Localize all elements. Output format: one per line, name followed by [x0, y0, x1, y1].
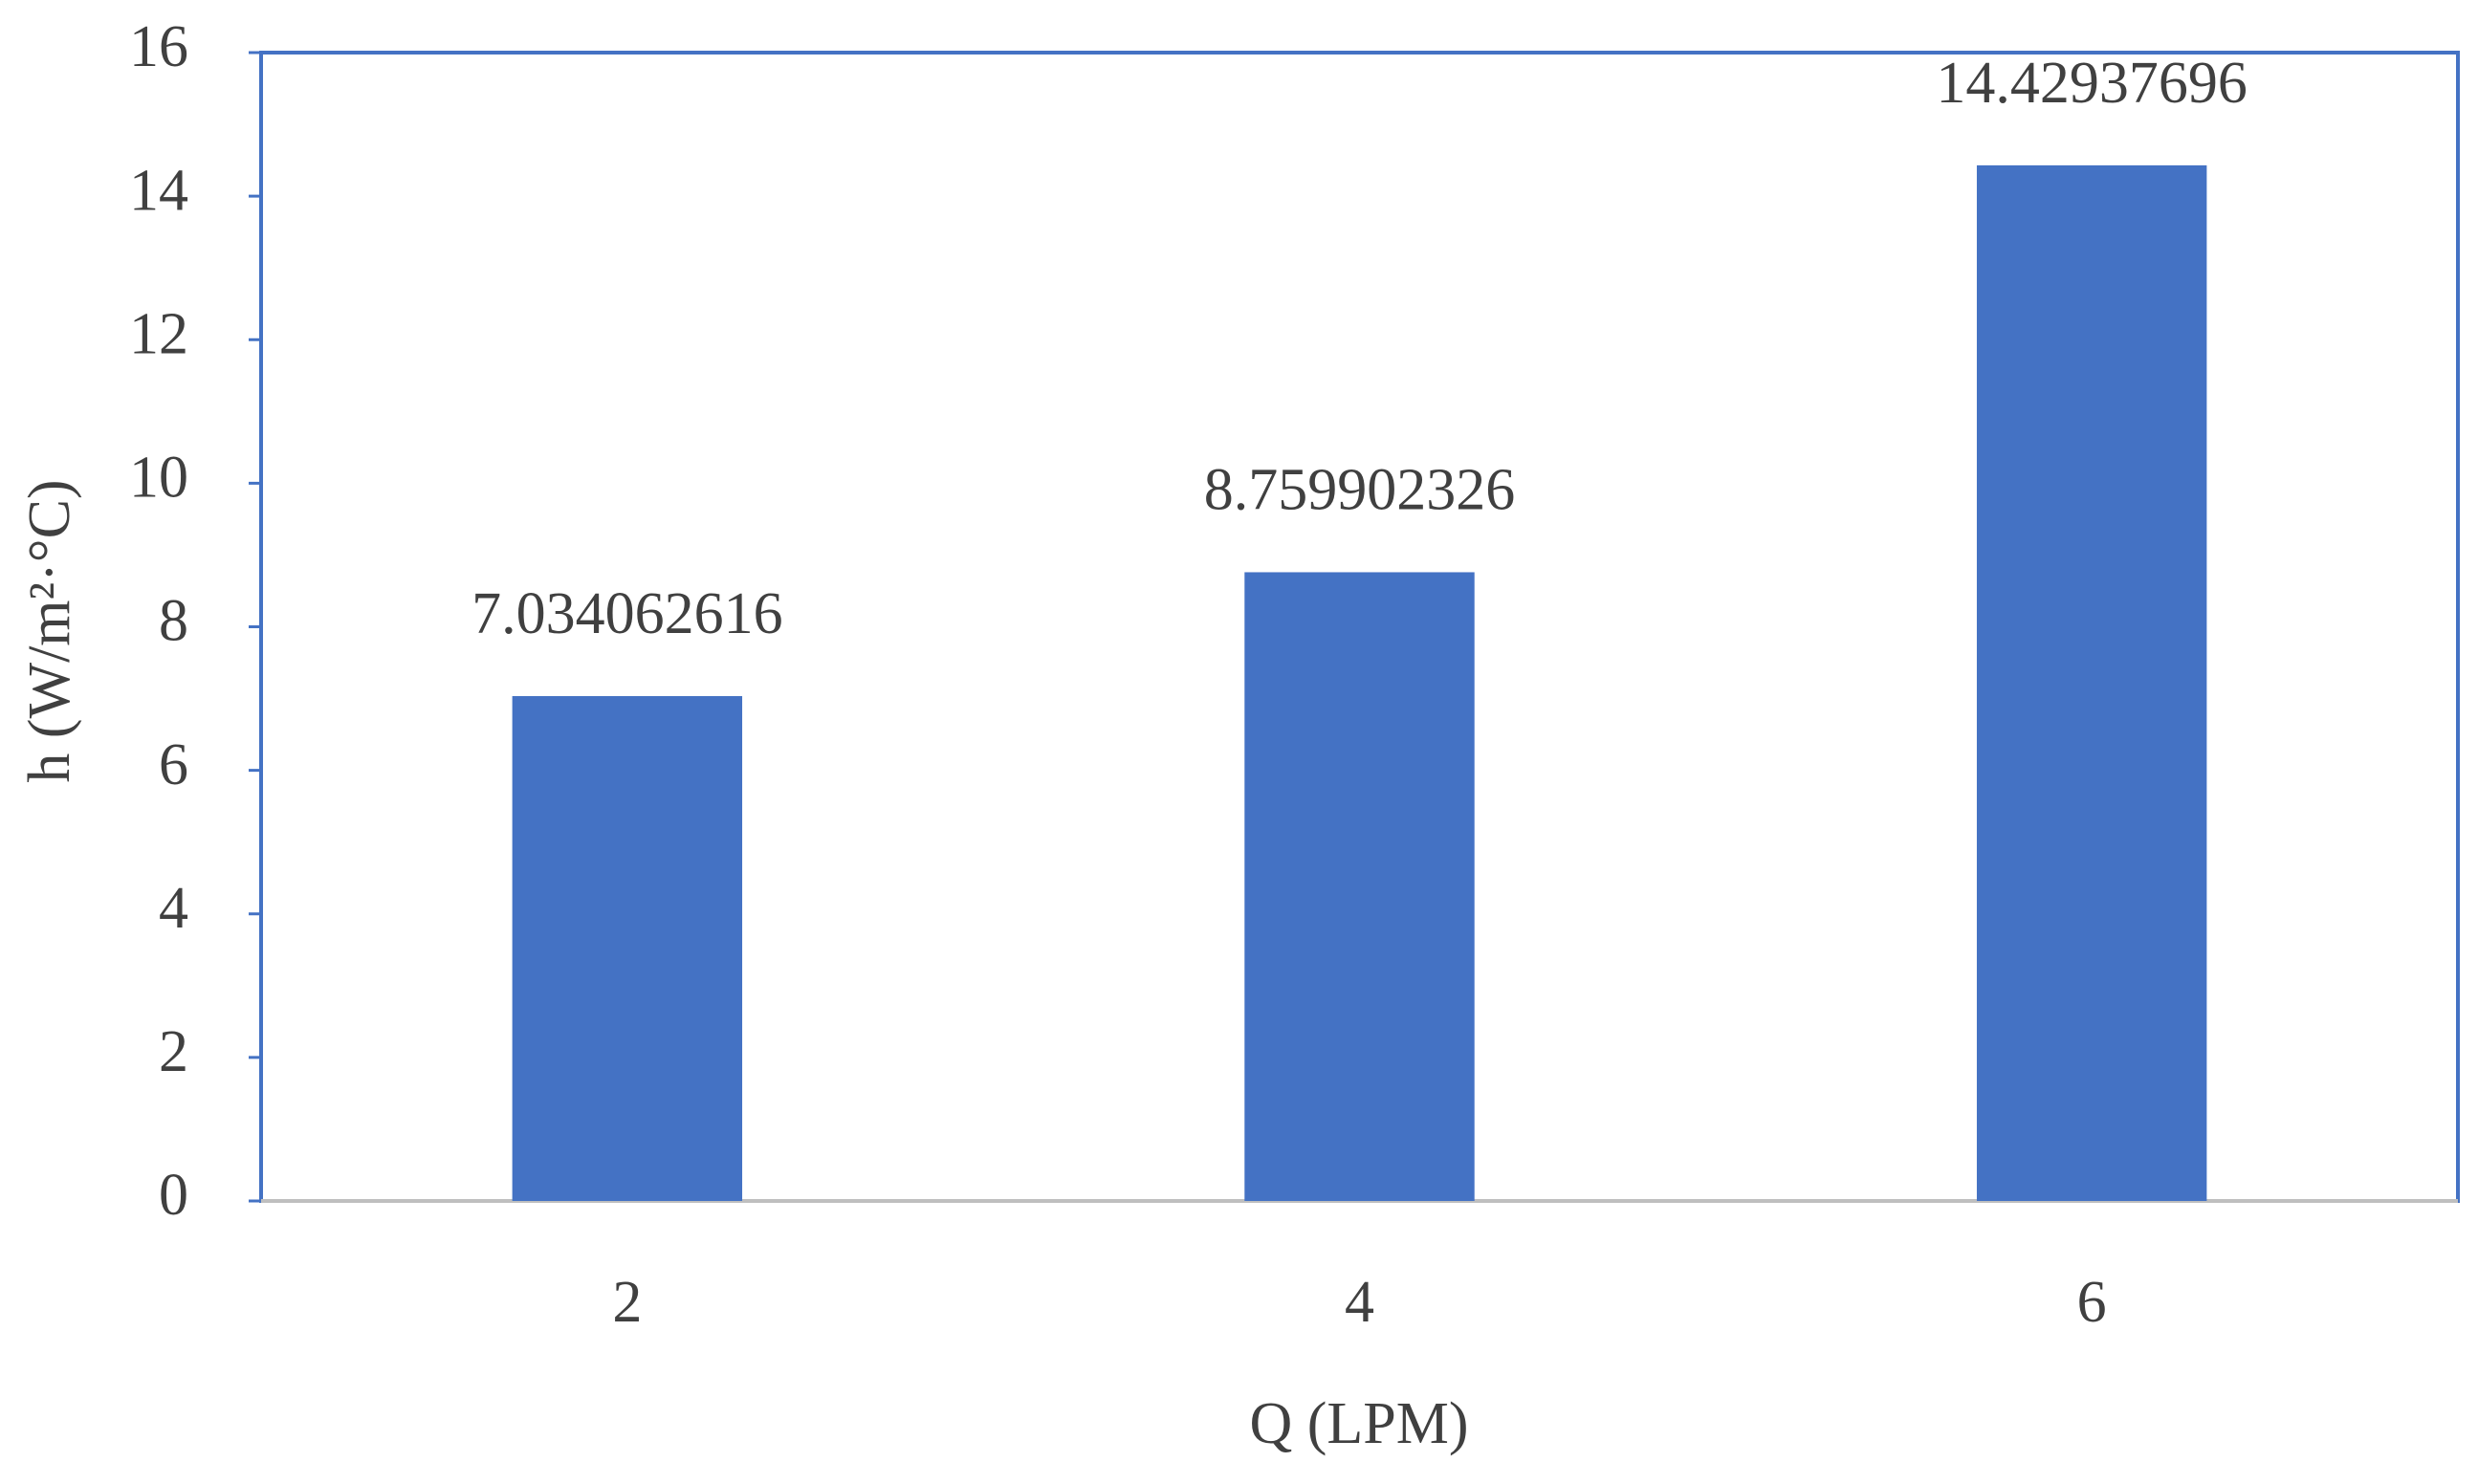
y-tick-label: 2 — [159, 1019, 188, 1084]
bar — [512, 696, 743, 1201]
y-tick-label: 16 — [129, 14, 188, 79]
y-tick-label: 4 — [159, 876, 188, 941]
y-axis-title: h (W/m²·°C) — [17, 479, 82, 782]
x-tick-label: 2 — [612, 1270, 642, 1335]
bar — [1976, 164, 2207, 1201]
y-tick-label: 8 — [159, 589, 188, 654]
bar — [1244, 572, 1475, 1201]
y-tick-label: 14 — [129, 158, 188, 223]
y-tick-label: 0 — [159, 1163, 188, 1228]
y-tick-label: 10 — [129, 446, 188, 511]
x-axis-title: Q (LPM) — [1249, 1391, 1468, 1456]
data-label: 7.034062616 — [471, 581, 783, 646]
x-tick-label: 6 — [2077, 1270, 2107, 1335]
y-tick-label: 6 — [159, 732, 188, 797]
x-tick-label: 4 — [1345, 1270, 1374, 1335]
data-label: 14.42937696 — [1936, 51, 2248, 116]
data-label: 8.759902326 — [1204, 458, 1516, 523]
y-tick-label: 12 — [129, 301, 188, 366]
